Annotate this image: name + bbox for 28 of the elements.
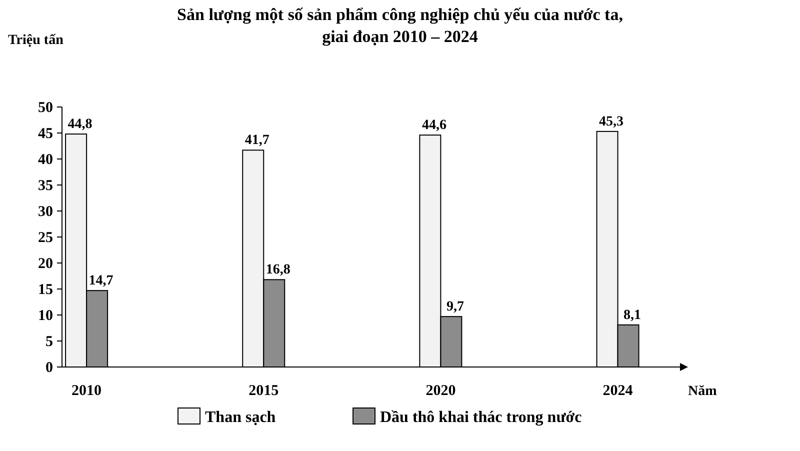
data-label: 8,1 [624,308,642,323]
x-tick-label: 2020 [426,383,456,399]
y-tick-label: 30 [38,204,53,220]
y-tick-label: 40 [38,152,53,168]
x-tick-label: 2010 [72,383,102,399]
y-tick-label: 20 [38,256,53,272]
y-tick-label: 0 [46,360,53,376]
y-tick-label: 15 [38,282,53,298]
data-label: 41,7 [244,133,270,148]
y-tick-label: 35 [38,178,53,194]
y-tick-label: 5 [46,334,53,350]
y-axis-title: Triệu tấn [8,33,64,48]
data-label: 44,6 [422,118,446,134]
y-tick-label: 50 [38,100,53,116]
data-label: 16,8 [266,262,290,278]
data-label: 14,7 [88,274,114,289]
legend-label: Dầu thô khai thác trong nước [380,409,582,426]
data-label: 45,3 [599,114,624,130]
y-tick-label: 45 [38,126,53,142]
x-tick-label: 2024 [602,383,634,399]
y-tick-label: 10 [38,308,53,324]
x-tick-label: 2015 [248,383,279,399]
chart-title: Sản lượng một số sản phẩm công nghiệp chủ yếu của nước ta, giai đoạn 2010 – 2024 [177,5,623,46]
data-label: 44,8 [68,117,92,132]
y-tick-label: 25 [38,230,53,246]
legend-label: Than sạch [205,409,276,426]
data-label: 9,7 [446,300,464,315]
x-axis-title: Năm [688,384,718,399]
